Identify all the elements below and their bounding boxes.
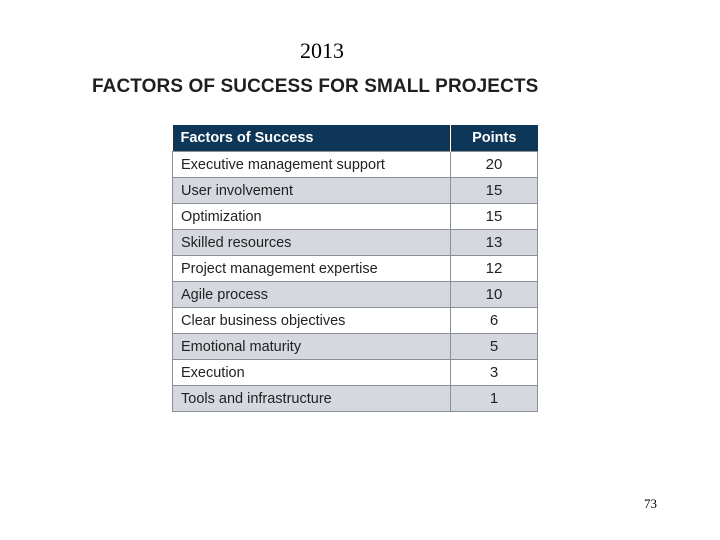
factor-cell: Emotional maturity xyxy=(172,333,451,360)
factor-cell: Tools and infrastructure xyxy=(172,385,451,412)
table-row: Clear business objectives 6 xyxy=(172,307,538,334)
points-cell: 12 xyxy=(450,255,538,282)
points-cell: 20 xyxy=(450,151,538,178)
points-cell: 15 xyxy=(450,203,538,230)
factor-cell: User involvement xyxy=(172,177,451,204)
factor-cell: Skilled resources xyxy=(172,229,451,256)
factor-cell: Execution xyxy=(172,359,451,386)
factor-cell: Executive management support xyxy=(172,151,451,178)
table-row: Tools and infrastructure 1 xyxy=(172,385,538,412)
table-row: Agile process 10 xyxy=(172,281,538,308)
table-body: Executive management support 20 User inv… xyxy=(172,151,538,412)
points-cell: 13 xyxy=(450,229,538,256)
column-header-factor: Factors of Success xyxy=(172,125,451,152)
points-cell: 1 xyxy=(450,385,538,412)
factor-cell: Agile process xyxy=(172,281,451,308)
column-header-points: Points xyxy=(450,125,538,152)
points-cell: 5 xyxy=(450,333,538,360)
table-row: Project management expertise 12 xyxy=(172,255,538,282)
table-row: User involvement 15 xyxy=(172,177,538,204)
points-cell: 10 xyxy=(450,281,538,308)
factor-cell: Clear business objectives xyxy=(172,307,451,334)
slide-year: 2013 xyxy=(300,38,344,63)
table-header-row: Factors of Success Points xyxy=(172,125,538,152)
page-number: 73 xyxy=(644,496,657,511)
factors-table: Factors of Success Points Executive mana… xyxy=(172,125,538,412)
points-cell: 15 xyxy=(450,177,538,204)
table-row: Skilled resources 13 xyxy=(172,229,538,256)
factor-cell: Optimization xyxy=(172,203,451,230)
table-header: Factors of Success Points xyxy=(172,125,538,152)
slide-heading: FACTORS OF SUCCESS FOR SMALL PROJECTS xyxy=(92,76,539,97)
table-row: Executive management support 20 xyxy=(172,151,538,178)
factor-cell: Project management expertise xyxy=(172,255,451,282)
table-row: Emotional maturity 5 xyxy=(172,333,538,360)
table-row: Optimization 15 xyxy=(172,203,538,230)
table-row: Execution 3 xyxy=(172,359,538,386)
points-cell: 3 xyxy=(450,359,538,386)
points-cell: 6 xyxy=(450,307,538,334)
